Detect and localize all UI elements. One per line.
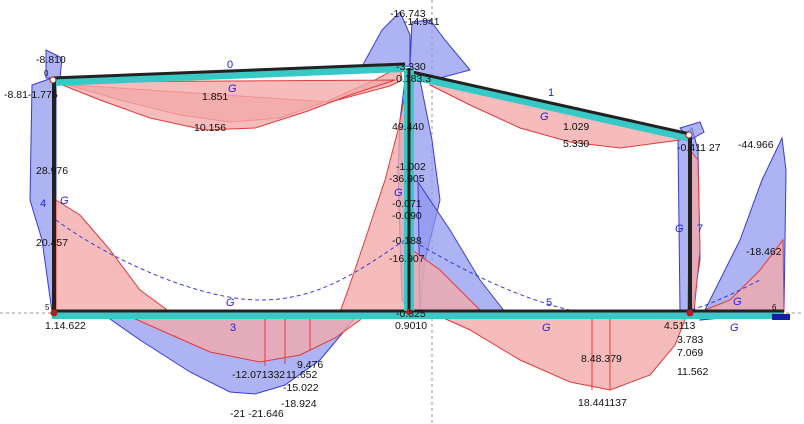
red-left-column-area [55, 199, 172, 313]
node-top-right [685, 131, 693, 139]
node-label-bottom-left: 5 [45, 303, 50, 312]
tag-bottom-beam-left: 3 [230, 322, 236, 334]
value-label: -0.188 [392, 235, 422, 247]
value-label: 18.441137 [578, 397, 627, 409]
value-label: 4.5113 [664, 320, 695, 332]
value-label: -14.941 [404, 16, 440, 28]
value-label: -12.071332 [232, 369, 285, 381]
node-label-top-left: 0 [44, 69, 49, 78]
value-label: 28.976 [36, 165, 68, 177]
top-beam-left-highlight [52, 64, 405, 86]
value-label: -0.411 27 [677, 142, 721, 154]
value-label: 0.9010 [395, 320, 427, 332]
node-bottom-left [50, 309, 58, 317]
value-label: 49.440 [392, 121, 424, 133]
node-label-bottom-right: 6 [772, 303, 777, 312]
frame-members [51, 62, 790, 320]
value-label: -16.907 [389, 253, 425, 265]
bottom-beam-highlight [52, 311, 784, 319]
value-labels: -8.810 -8.81-1.776 1.851 10.156 -16.743 … [4, 8, 782, 420]
value-label: -0.325 [396, 308, 426, 320]
value-label: -8.810 [36, 54, 66, 66]
tag-bottom-beam-right: 5 [546, 297, 552, 309]
red-bottom-right-belly [429, 311, 689, 391]
value-label: -16.743 [390, 8, 426, 20]
value-label: 1.851 [202, 91, 228, 103]
tag-top-beam-left: 0 [227, 59, 233, 71]
value-label: -0.090 [392, 210, 422, 222]
value-label: 11.652 [286, 369, 317, 381]
nodes [49, 76, 694, 317]
value-label: -21 -21.646 [230, 408, 284, 420]
top-beam-right-highlight [412, 72, 690, 142]
value-label: 3.783 [677, 334, 703, 346]
g-top-beam-left: G [228, 83, 237, 95]
value-label: -0.071 [392, 198, 422, 210]
value-label: 1.029 [563, 121, 589, 133]
value-label: -15.022 [283, 382, 319, 394]
g-far-right-upper: G [733, 296, 742, 308]
value-label: 0.183.3 [396, 73, 431, 85]
g-bottom-beam-left: G [226, 297, 235, 309]
g-bottom-beam-right: G [542, 322, 551, 334]
top-beam-right [411, 70, 691, 136]
value-label: 9.476 [297, 359, 323, 371]
red-top-left-belly [59, 79, 396, 131]
top-beam-left [51, 62, 406, 80]
g-top-beam-right: G [540, 111, 549, 123]
node-top-left [49, 76, 57, 84]
value-label: -44.966 [738, 139, 774, 151]
value-label: 11.562 [677, 366, 708, 378]
value-label: 20.457 [36, 237, 68, 249]
node-bottom-right [686, 309, 694, 317]
value-label: -1.002 [396, 161, 426, 173]
red-hatch-lines [264, 316, 611, 390]
node-mid [406, 309, 412, 315]
tag-left-column: 4 [40, 198, 46, 210]
value-label: -36.905 [389, 173, 425, 185]
g-far-right-lower: G [730, 322, 739, 334]
value-label: 10.156 [194, 122, 226, 134]
value-label: -8.81-1.776 [4, 89, 58, 101]
g-mid-column: G [394, 187, 403, 199]
value-label: -18.924 [281, 398, 317, 410]
tag-right-column: 7 [697, 223, 703, 235]
tag-top-beam-right: 1 [548, 87, 554, 99]
member-tags: 0 G 1 G 4 G G 7 G 3 G 5 G G G 0 5 6 [40, 59, 777, 334]
g-left-column: G [60, 195, 69, 207]
g-right-column: G [675, 223, 684, 235]
value-label: 8.48.379 [581, 353, 622, 365]
value-label: 1.14.622 [45, 320, 86, 332]
value-label: -18.462 [746, 246, 782, 258]
value-label: -3.330 [396, 61, 426, 73]
value-label: 5.330 [563, 138, 589, 150]
value-label: 7.069 [677, 347, 703, 359]
support-block [772, 314, 790, 320]
